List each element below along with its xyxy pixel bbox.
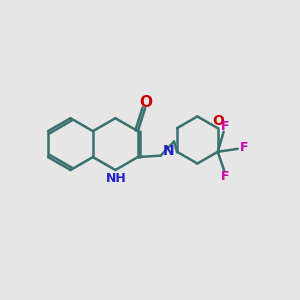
Text: F: F (221, 170, 230, 183)
Text: N: N (163, 144, 175, 158)
Text: O: O (212, 114, 224, 128)
Text: O: O (139, 95, 152, 110)
Text: F: F (220, 120, 229, 133)
Text: NH: NH (106, 172, 126, 185)
Text: F: F (239, 141, 248, 154)
